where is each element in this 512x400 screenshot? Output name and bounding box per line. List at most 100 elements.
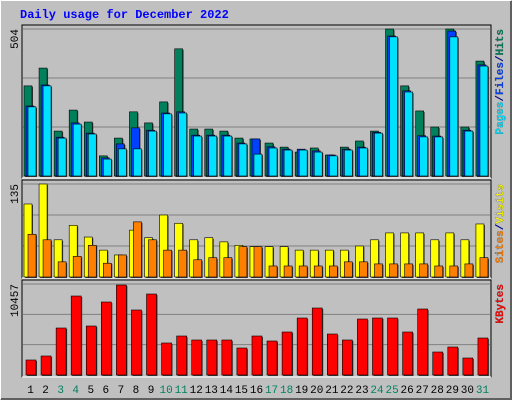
- bar: [328, 155, 338, 177]
- bar: [163, 113, 172, 177]
- bar: [40, 355, 52, 376]
- x-tick-label: 31: [476, 385, 490, 397]
- x-tick-label: 15: [235, 385, 248, 397]
- bar: [359, 261, 368, 278]
- bar: [313, 265, 323, 278]
- bar: [389, 263, 398, 278]
- bar: [223, 257, 233, 278]
- legend-separator: /: [495, 223, 507, 230]
- x-tick-label: 16: [250, 385, 263, 397]
- x-tick-label: 30: [461, 385, 474, 397]
- x-tick-label: 12: [190, 385, 203, 397]
- bar: [57, 137, 67, 177]
- x-tick-label: 28: [431, 385, 444, 397]
- bar: [163, 249, 172, 278]
- y-tick-label: 504: [10, 29, 22, 49]
- bar: [178, 112, 187, 177]
- legend: Sites/Visits: [495, 184, 507, 263]
- legend-entry: KBytes: [495, 284, 507, 324]
- x-tick-label: 21: [325, 385, 339, 397]
- bar: [87, 133, 97, 177]
- bar: [103, 158, 112, 177]
- bar: [372, 317, 383, 376]
- bar: [85, 325, 97, 376]
- y-tick-label: 135: [10, 184, 22, 204]
- bar: [148, 130, 157, 177]
- bar: [42, 85, 52, 177]
- bar: [477, 337, 489, 376]
- x-tick-label: 18: [280, 385, 293, 397]
- bar: [311, 307, 323, 376]
- bar: [27, 106, 37, 177]
- bar: [208, 257, 218, 278]
- bar: [464, 263, 474, 278]
- x-tick-label: 9: [148, 385, 155, 397]
- bar: [313, 151, 323, 177]
- bar: [387, 317, 398, 376]
- bar: [298, 265, 308, 278]
- x-tick-label: 13: [205, 385, 218, 397]
- bar: [479, 65, 489, 177]
- bar: [432, 351, 444, 376]
- x-tick-label: 14: [220, 385, 234, 397]
- bar: [374, 132, 383, 177]
- bar: [268, 147, 278, 177]
- bar: [344, 261, 353, 278]
- x-tick-label: 5: [87, 385, 94, 397]
- bar: [253, 246, 263, 278]
- bar: [464, 130, 474, 177]
- x-tick-label: 25: [385, 385, 398, 397]
- bar: [103, 262, 112, 278]
- bar: [191, 339, 203, 376]
- bar: [434, 136, 444, 177]
- bar: [236, 347, 248, 376]
- bar: [146, 293, 157, 376]
- bar: [402, 331, 413, 376]
- bar: [419, 136, 428, 177]
- x-tick-label: 24: [370, 385, 384, 397]
- bar: [434, 265, 444, 278]
- bar: [193, 135, 203, 177]
- bar: [374, 263, 383, 278]
- bar: [118, 254, 127, 278]
- bar: [268, 265, 278, 278]
- bar: [27, 233, 37, 278]
- bar: [283, 265, 293, 278]
- x-tick-label: 11: [175, 385, 189, 397]
- bar: [161, 342, 172, 376]
- bar: [133, 148, 142, 177]
- x-tick-label: 29: [446, 385, 459, 397]
- bar: [101, 301, 112, 376]
- x-tick-label: 2: [42, 385, 49, 397]
- bar: [87, 245, 97, 278]
- bar: [359, 147, 368, 177]
- bar: [238, 143, 248, 177]
- bar: [344, 149, 353, 177]
- x-tick-label: 8: [133, 385, 140, 397]
- legend-entry: Sites: [495, 230, 507, 263]
- bar: [296, 317, 308, 376]
- bar: [419, 263, 428, 278]
- bar: [449, 265, 459, 278]
- y-tick-label: 10457: [10, 284, 22, 317]
- x-tick-label: 19: [295, 385, 308, 397]
- legend-entry: Hits: [495, 29, 507, 55]
- bar: [131, 309, 142, 376]
- legend-entry: Pages: [495, 102, 507, 135]
- legend: KBytes: [495, 284, 507, 324]
- bar: [178, 249, 187, 278]
- x-tick-label: 26: [401, 385, 414, 397]
- bar: [342, 339, 353, 376]
- legend-entry: Visits: [495, 184, 507, 224]
- bar: [206, 339, 218, 376]
- bar: [417, 308, 428, 376]
- x-tick-label: 6: [103, 385, 110, 397]
- bar: [328, 265, 338, 278]
- bar: [357, 318, 368, 376]
- bar: [404, 91, 413, 177]
- bar: [176, 335, 187, 376]
- bar: [70, 295, 82, 376]
- bar: [281, 331, 293, 376]
- bar: [389, 36, 398, 177]
